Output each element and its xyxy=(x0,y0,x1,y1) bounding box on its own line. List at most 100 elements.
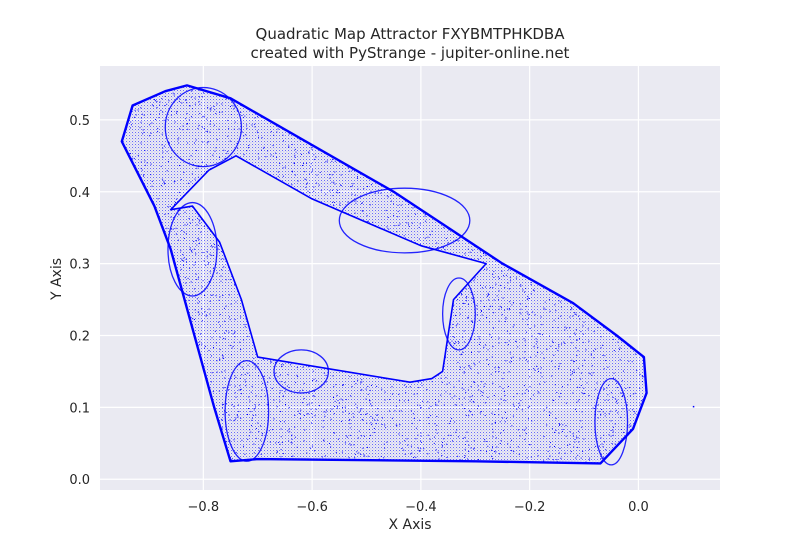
data-point xyxy=(179,98,181,100)
data-point xyxy=(314,415,316,417)
data-point xyxy=(540,372,542,374)
data-point xyxy=(526,359,527,361)
data-point xyxy=(288,440,290,442)
data-point xyxy=(305,183,307,185)
data-point xyxy=(270,154,272,156)
data-point xyxy=(478,336,480,338)
data-point xyxy=(220,280,222,282)
data-point xyxy=(309,173,310,175)
data-point xyxy=(253,409,255,411)
data-point xyxy=(329,174,331,176)
data-point xyxy=(525,306,527,307)
data-point xyxy=(260,116,262,118)
data-point xyxy=(555,417,557,419)
data-point xyxy=(247,335,249,337)
data-point xyxy=(560,392,562,394)
data-point xyxy=(251,385,253,387)
data-point xyxy=(418,387,420,388)
data-point xyxy=(420,432,422,434)
data-point xyxy=(458,398,460,400)
data-point xyxy=(322,420,324,422)
data-point xyxy=(401,435,403,437)
data-point xyxy=(559,423,560,425)
data-point xyxy=(171,228,172,230)
data-point xyxy=(161,144,163,146)
data-point xyxy=(240,389,242,390)
data-point xyxy=(473,301,474,303)
data-point xyxy=(468,415,470,417)
data-point xyxy=(140,121,142,123)
data-point xyxy=(134,116,135,118)
data-point xyxy=(600,336,602,338)
data-point xyxy=(351,185,353,187)
data-point xyxy=(484,306,485,307)
data-point xyxy=(257,132,259,134)
data-point xyxy=(405,386,407,388)
data-point xyxy=(333,386,335,388)
data-point xyxy=(525,433,527,435)
data-point xyxy=(503,391,505,392)
data-point xyxy=(361,210,363,212)
data-point xyxy=(197,311,199,313)
data-point xyxy=(226,157,228,159)
data-point xyxy=(401,448,403,449)
data-point xyxy=(492,346,494,348)
data-point xyxy=(595,445,597,447)
data-point xyxy=(173,181,175,183)
data-point xyxy=(291,434,293,436)
data-point xyxy=(258,431,260,433)
data-point xyxy=(190,222,191,224)
data-point xyxy=(178,137,180,139)
data-point xyxy=(574,371,575,373)
data-point xyxy=(554,304,556,306)
data-point xyxy=(537,368,539,370)
data-point xyxy=(295,151,297,153)
data-point xyxy=(270,131,272,133)
data-point xyxy=(509,352,511,354)
data-point xyxy=(505,342,507,344)
data-point xyxy=(552,399,554,401)
stray-point xyxy=(692,405,695,408)
data-point xyxy=(349,376,351,378)
data-point xyxy=(544,308,546,310)
data-point xyxy=(202,96,204,98)
data-point xyxy=(337,189,339,191)
data-point xyxy=(622,395,623,397)
data-point xyxy=(345,410,346,412)
data-point xyxy=(415,213,416,215)
data-point xyxy=(281,364,283,366)
data-point xyxy=(364,455,366,457)
data-point xyxy=(208,308,210,310)
data-point xyxy=(307,190,309,192)
data-point xyxy=(203,260,205,262)
data-point xyxy=(424,237,426,239)
data-point xyxy=(287,374,289,376)
data-point xyxy=(277,179,279,180)
data-point xyxy=(299,139,301,141)
data-point xyxy=(361,419,363,420)
data-point xyxy=(230,114,232,115)
data-point xyxy=(576,339,578,341)
data-point xyxy=(616,402,618,404)
data-point xyxy=(497,366,499,368)
data-point xyxy=(626,404,628,406)
data-point xyxy=(337,192,339,194)
data-point xyxy=(174,121,176,123)
data-point xyxy=(240,417,242,419)
data-point xyxy=(206,171,208,172)
data-point xyxy=(397,210,399,212)
data-point xyxy=(491,305,493,307)
data-point xyxy=(600,347,602,349)
data-point xyxy=(209,300,211,302)
data-point xyxy=(491,455,492,457)
data-point xyxy=(492,447,493,449)
data-point xyxy=(276,452,278,453)
data-point xyxy=(272,145,274,147)
data-point xyxy=(201,286,203,288)
data-point xyxy=(188,119,190,121)
data-point xyxy=(467,316,469,318)
data-point xyxy=(417,447,419,449)
data-point xyxy=(248,327,250,329)
data-point xyxy=(305,178,307,180)
data-point xyxy=(169,206,171,207)
